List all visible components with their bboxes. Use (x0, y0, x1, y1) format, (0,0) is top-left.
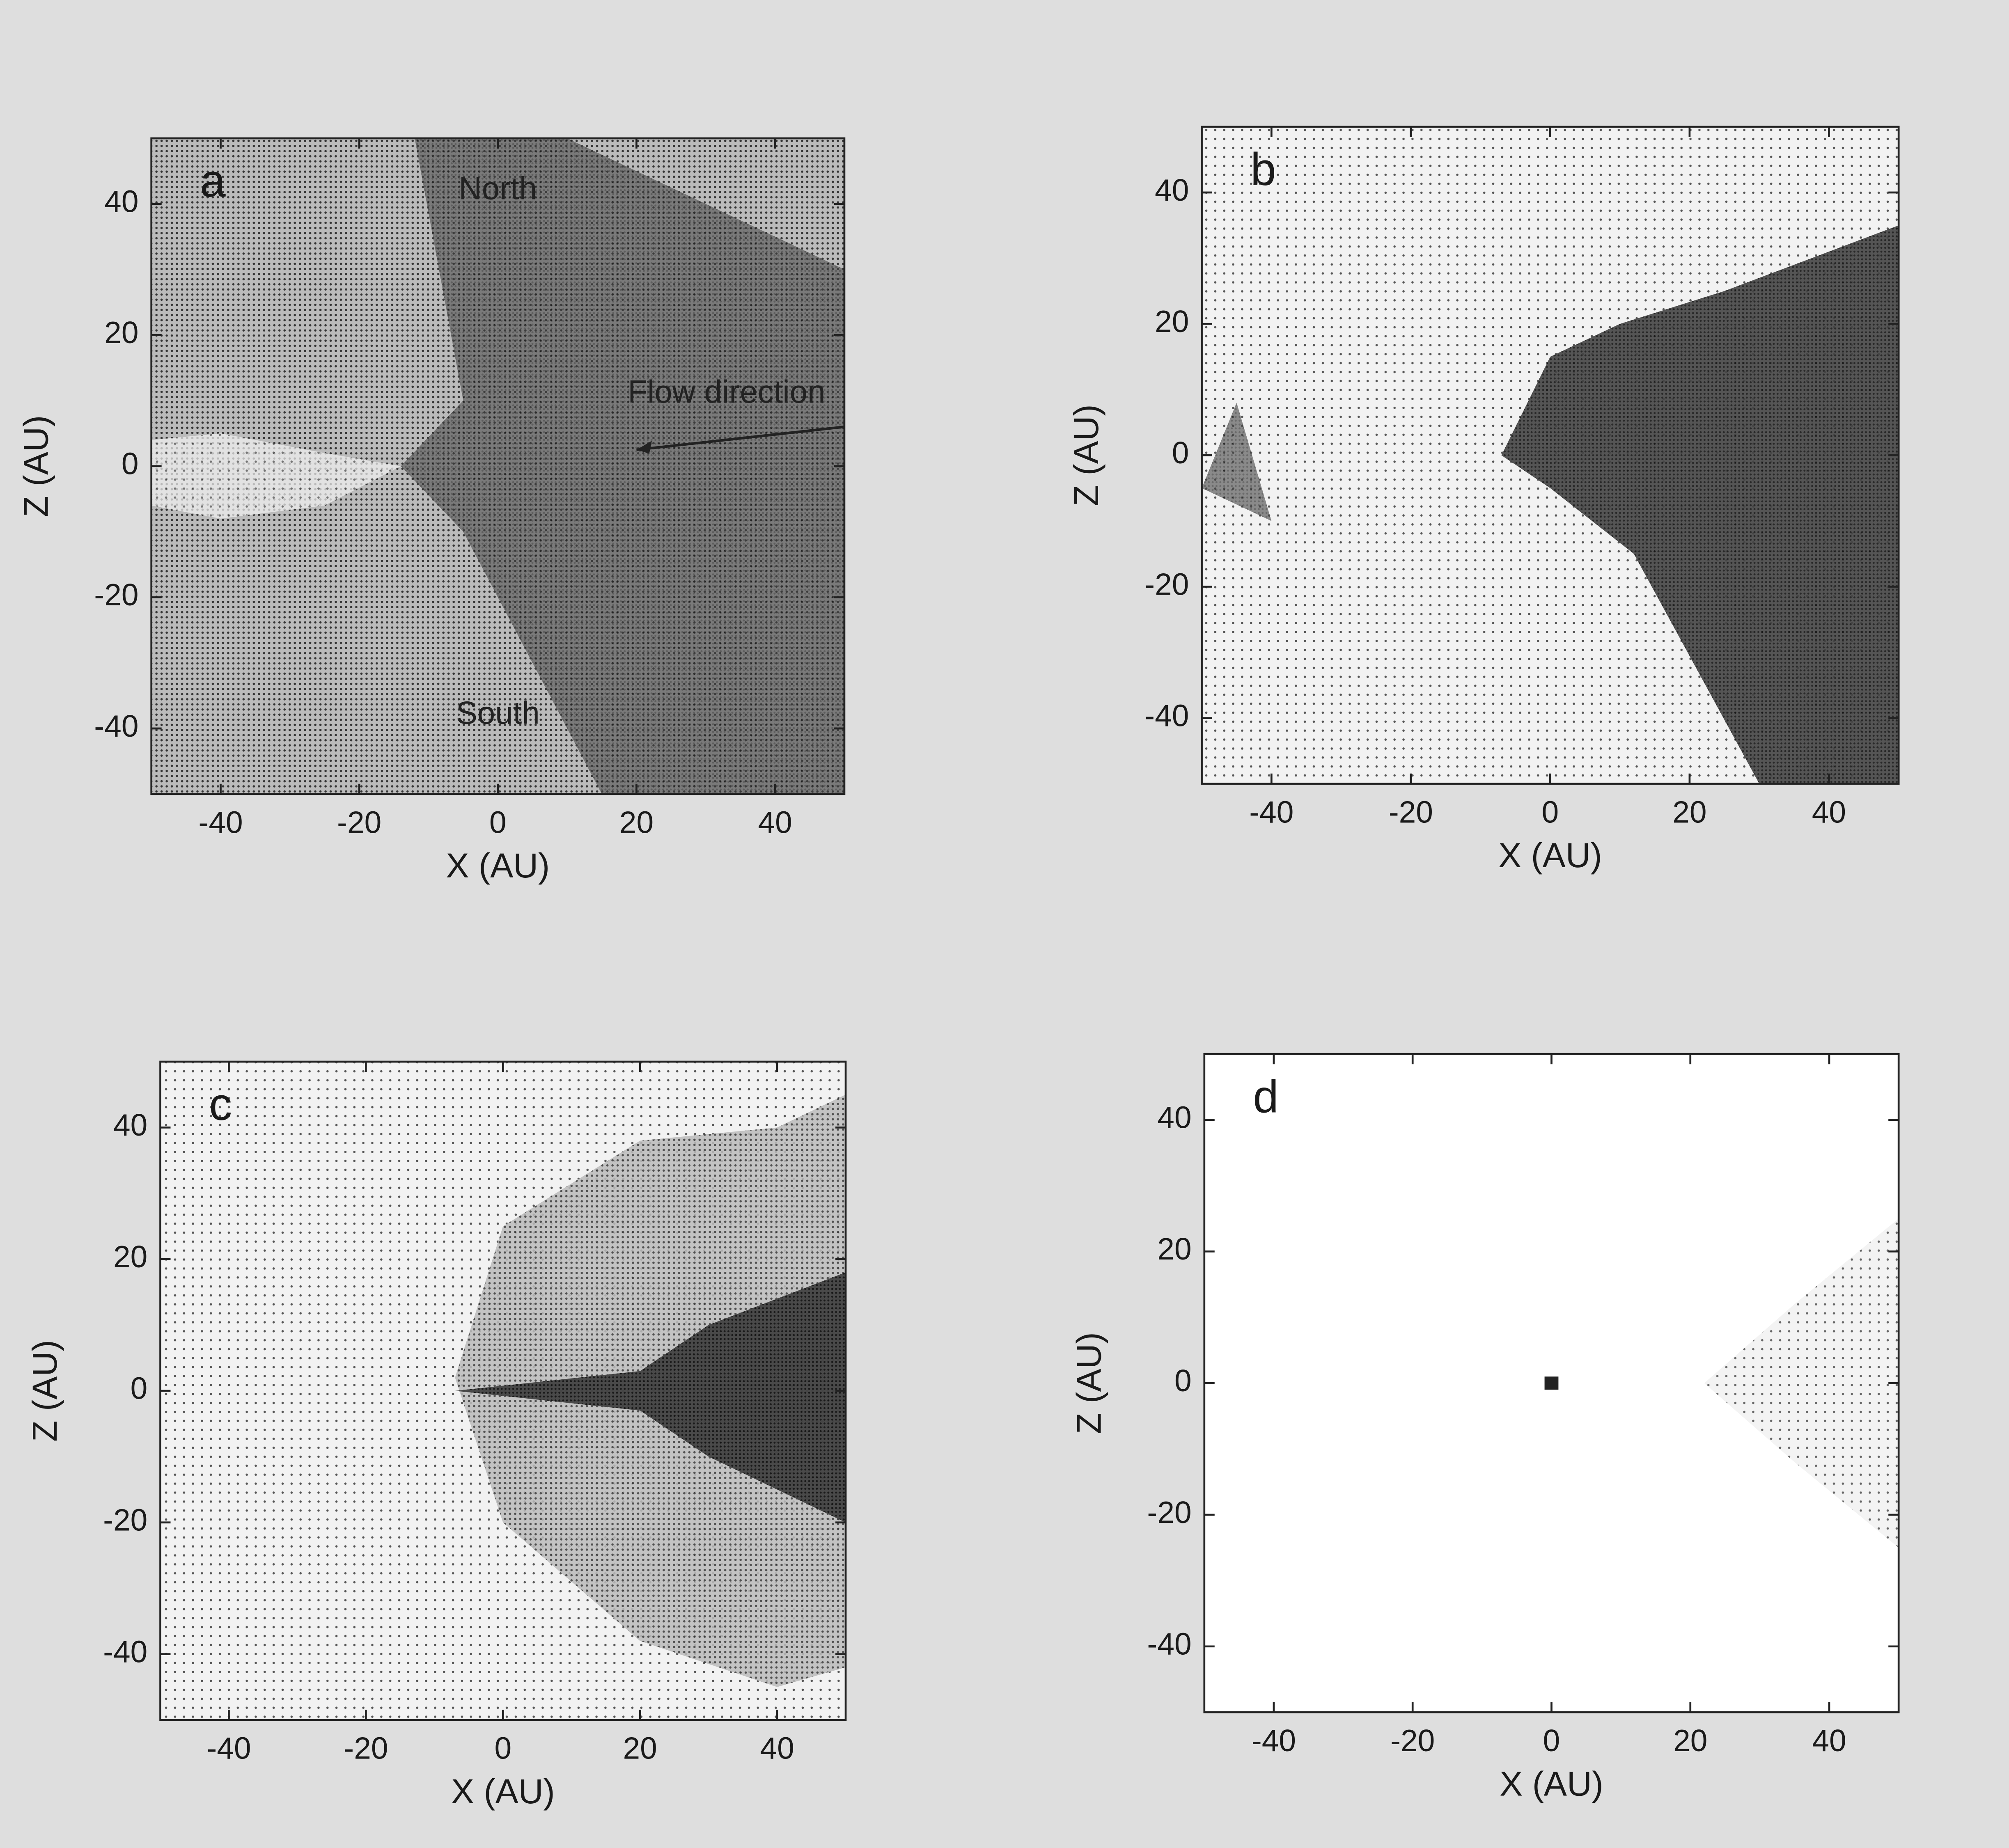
x-tick-label: -20 (1390, 1723, 1435, 1758)
y-axis-label: Z (AU) (1069, 1332, 1108, 1434)
annotation: North (459, 170, 537, 206)
y-tick-label: 20 (1157, 1232, 1191, 1266)
panel-label: b (1250, 143, 1276, 195)
density-region (1704, 1218, 1899, 1548)
y-tick-label: -40 (94, 709, 138, 743)
y-axis-label: Z (AU) (16, 415, 55, 517)
y-tick-label: 40 (113, 1108, 147, 1142)
y-tick-label: 0 (122, 447, 139, 481)
x-tick-label: 20 (1673, 1723, 1707, 1758)
x-tick-label: -20 (1389, 795, 1433, 829)
panel: -40 -20 0 20 40 -40 -20 0 20 40 X (AU) Z (AU) c (25, 1060, 847, 1811)
y-tick-label: 40 (1157, 1100, 1191, 1134)
x-tick-label: 40 (1812, 795, 1846, 829)
x-tick-label: 40 (758, 805, 792, 839)
x-axis-label: X (AU) (446, 846, 550, 885)
x-tick-label: 20 (623, 1731, 657, 1766)
x-tick-label: -40 (1252, 1723, 1296, 1758)
x-axis-label: X (AU) (451, 1772, 555, 1811)
density-region (1544, 1376, 1559, 1390)
density-region (401, 138, 844, 794)
annotation: South (456, 695, 540, 731)
y-tick-label: -20 (1147, 1495, 1191, 1530)
y-axis-label: Z (AU) (25, 1340, 64, 1442)
x-tick-label: -40 (198, 805, 243, 839)
x-tick-label: -20 (344, 1731, 388, 1766)
y-axis-label: Z (AU) (1067, 404, 1105, 506)
y-tick-label: 40 (104, 184, 138, 219)
x-tick-label: 0 (1542, 795, 1559, 829)
x-tick-label: 20 (619, 805, 654, 839)
x-axis-label: X (AU) (1498, 836, 1602, 875)
density-region (1501, 225, 1899, 784)
panel-label: d (1253, 1070, 1278, 1122)
x-tick-label: 20 (1672, 795, 1706, 829)
density-region (151, 433, 401, 519)
y-tick-label: -40 (1147, 1627, 1191, 1661)
y-tick-label: -20 (1144, 567, 1189, 601)
y-tick-label: -40 (1144, 698, 1189, 733)
y-tick-label: -20 (103, 1503, 147, 1537)
x-tick-label: -40 (206, 1731, 251, 1766)
x-tick-label: 0 (489, 805, 507, 839)
x-tick-label: 0 (1543, 1723, 1560, 1758)
x-tick-label: 0 (494, 1731, 511, 1766)
annotation: Flow direction (628, 373, 825, 410)
y-tick-label: 40 (1155, 173, 1189, 207)
y-tick-label: -40 (103, 1634, 147, 1669)
panel: -40 -20 0 20 40 -40 -20 0 20 40 X (AU) Z (AU) a North… (16, 137, 846, 885)
flow-arrowhead (636, 441, 652, 454)
panel: -40 -20 0 20 40 -40 -20 0 20 40 X (AU) Z (AU) b (1067, 126, 1900, 875)
panel: -40 -20 0 20 40 -40 -20 0 20 40 X (AU) Z (AU) d (1069, 1053, 1900, 1803)
y-tick-label: 0 (1172, 435, 1189, 470)
panel-label: a (200, 155, 226, 206)
density-region (1202, 403, 1272, 521)
y-tick-label: 20 (1155, 304, 1189, 339)
y-tick-label: 0 (131, 1371, 148, 1406)
y-tick-label: 0 (1174, 1363, 1192, 1398)
density-region (455, 1272, 846, 1523)
x-tick-label: -20 (337, 805, 381, 839)
x-tick-label: 40 (760, 1731, 794, 1766)
flow-arrow (636, 425, 845, 451)
x-tick-label: 40 (1812, 1723, 1846, 1758)
x-tick-label: -40 (1249, 795, 1293, 829)
y-tick-label: 20 (104, 315, 138, 350)
y-tick-label: -20 (94, 577, 138, 612)
panel-label: c (209, 1078, 232, 1130)
x-axis-label: X (AU) (1500, 1764, 1603, 1803)
y-tick-label: 20 (113, 1239, 147, 1274)
